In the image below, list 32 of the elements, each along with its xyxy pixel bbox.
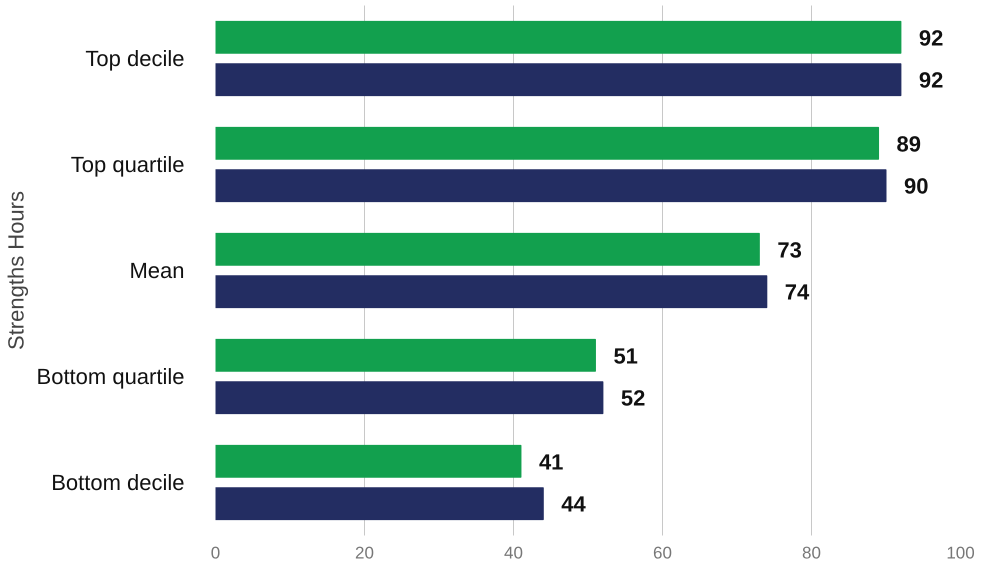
y-tick-label: Top decile	[85, 46, 185, 71]
y-tick-label: Bottom quartile	[36, 364, 185, 389]
bar	[216, 444, 522, 478]
bar	[216, 169, 886, 202]
x-tick-label: 60	[653, 544, 672, 561]
bar	[216, 63, 902, 96]
data-label: 52	[620, 386, 646, 411]
data-label: 90	[904, 174, 928, 199]
data-label: 74	[784, 280, 810, 305]
data-label: 41	[538, 449, 564, 474]
data-label: 51	[613, 343, 638, 368]
data-label: 89	[896, 131, 922, 156]
y-tick-label: Bottom decile	[51, 470, 185, 495]
x-tick-label: 40	[504, 544, 523, 561]
y-tick-label: Top quartile	[70, 152, 185, 177]
bar	[216, 487, 544, 520]
x-tick-label: 80	[802, 544, 821, 561]
data-label: 73	[777, 237, 802, 262]
x-tick-label: 0	[210, 544, 220, 561]
bar	[216, 20, 902, 54]
bar	[216, 381, 604, 414]
x-tick-label: 100	[946, 544, 975, 561]
x-tick-label: 20	[355, 544, 374, 561]
data-label: 92	[918, 25, 944, 50]
bar	[216, 232, 760, 266]
data-label: 92	[918, 68, 944, 93]
y-tick-label: Mean	[129, 258, 185, 283]
bar	[216, 338, 596, 372]
bar	[216, 275, 768, 308]
bar	[216, 126, 880, 160]
data-label: 44	[561, 492, 587, 517]
y-axis-title: Strengths Hours	[4, 191, 29, 350]
